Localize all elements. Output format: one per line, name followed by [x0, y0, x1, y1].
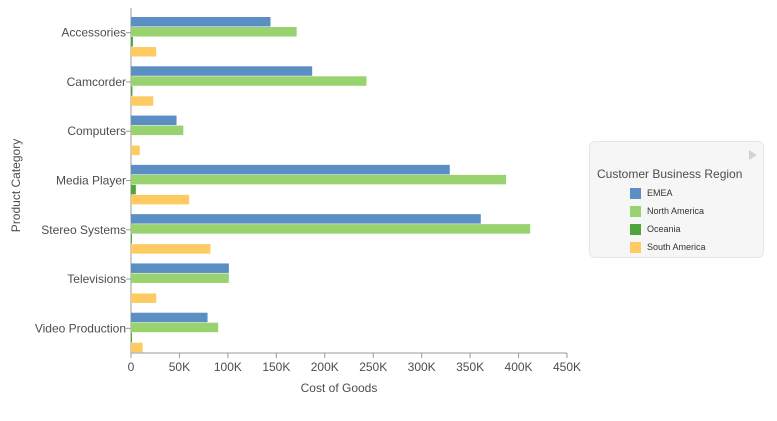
bar-oceania — [131, 234, 132, 244]
bar-oceania — [131, 184, 136, 195]
bar-north-america — [131, 273, 229, 283]
legend-swatch — [630, 223, 641, 235]
x-tick-label: 250K — [359, 360, 387, 374]
bar-emea — [131, 66, 313, 76]
bar-south-america — [131, 293, 157, 303]
legend-swatch — [630, 241, 641, 253]
legend-swatch — [630, 205, 641, 217]
legend-item[interactable]: EMEA — [630, 187, 673, 199]
bar-emea — [131, 263, 229, 273]
y-tick-label: Video Production — [35, 321, 126, 335]
y-tick-label: Accessories — [61, 26, 126, 40]
legend-item[interactable]: Oceania — [630, 223, 681, 235]
x-tick-label: 100K — [214, 360, 242, 374]
x-tick-label: 300K — [408, 360, 436, 374]
legend-title: Customer Business Region — [597, 167, 743, 181]
bar-emea — [131, 115, 177, 126]
x-tick-label: 50K — [169, 360, 190, 374]
legend-label: South America — [647, 242, 706, 252]
bar-emea — [131, 214, 481, 224]
y-tick-label: Camcorder — [67, 75, 126, 89]
legend-swatch — [630, 187, 641, 199]
y-tick-label: Computers — [67, 124, 126, 138]
legend-label: Oceania — [647, 224, 681, 234]
x-tick-label: 150K — [262, 360, 290, 374]
bar-south-america — [131, 96, 154, 106]
legend-label: EMEA — [647, 188, 673, 198]
bar-south-america — [131, 194, 190, 205]
bar-south-america — [131, 342, 143, 353]
bar-north-america — [131, 125, 184, 136]
x-tick-label: 450K — [553, 360, 581, 374]
bar-north-america — [131, 174, 506, 185]
legend-label: North America — [647, 206, 705, 216]
legend-item[interactable]: South America — [630, 241, 706, 253]
y-tick-label: Stereo Systems — [41, 223, 126, 237]
x-tick-label: 400K — [505, 360, 533, 374]
x-tick-label: 0 — [128, 360, 135, 374]
bar-north-america — [131, 322, 219, 333]
bar-emea — [131, 17, 271, 27]
x-tick-label: 200K — [311, 360, 339, 374]
y-tick-label: Media Player — [56, 174, 126, 188]
legend-scroll-arrow-icon[interactable] — [749, 150, 757, 160]
legend-item[interactable]: North America — [630, 205, 704, 217]
bar-north-america — [131, 76, 367, 86]
bar-oceania — [131, 37, 133, 47]
bar-south-america — [131, 145, 140, 156]
bar-north-america — [131, 224, 531, 234]
bar-south-america — [131, 244, 211, 254]
x-tick-label: 350K — [456, 360, 484, 374]
legend: Customer Business Region EMEA North Ameri… — [589, 141, 764, 258]
y-tick-label: Televisions — [67, 272, 126, 286]
bar-emea — [131, 164, 450, 175]
y-axis-title: Product Category — [9, 139, 23, 232]
bar-north-america — [131, 27, 297, 37]
bar-south-america — [131, 47, 157, 57]
bar-oceania — [131, 332, 132, 343]
bar-emea — [131, 312, 208, 323]
bar-oceania — [131, 86, 133, 96]
x-axis-title: Cost of Goods — [301, 381, 378, 395]
